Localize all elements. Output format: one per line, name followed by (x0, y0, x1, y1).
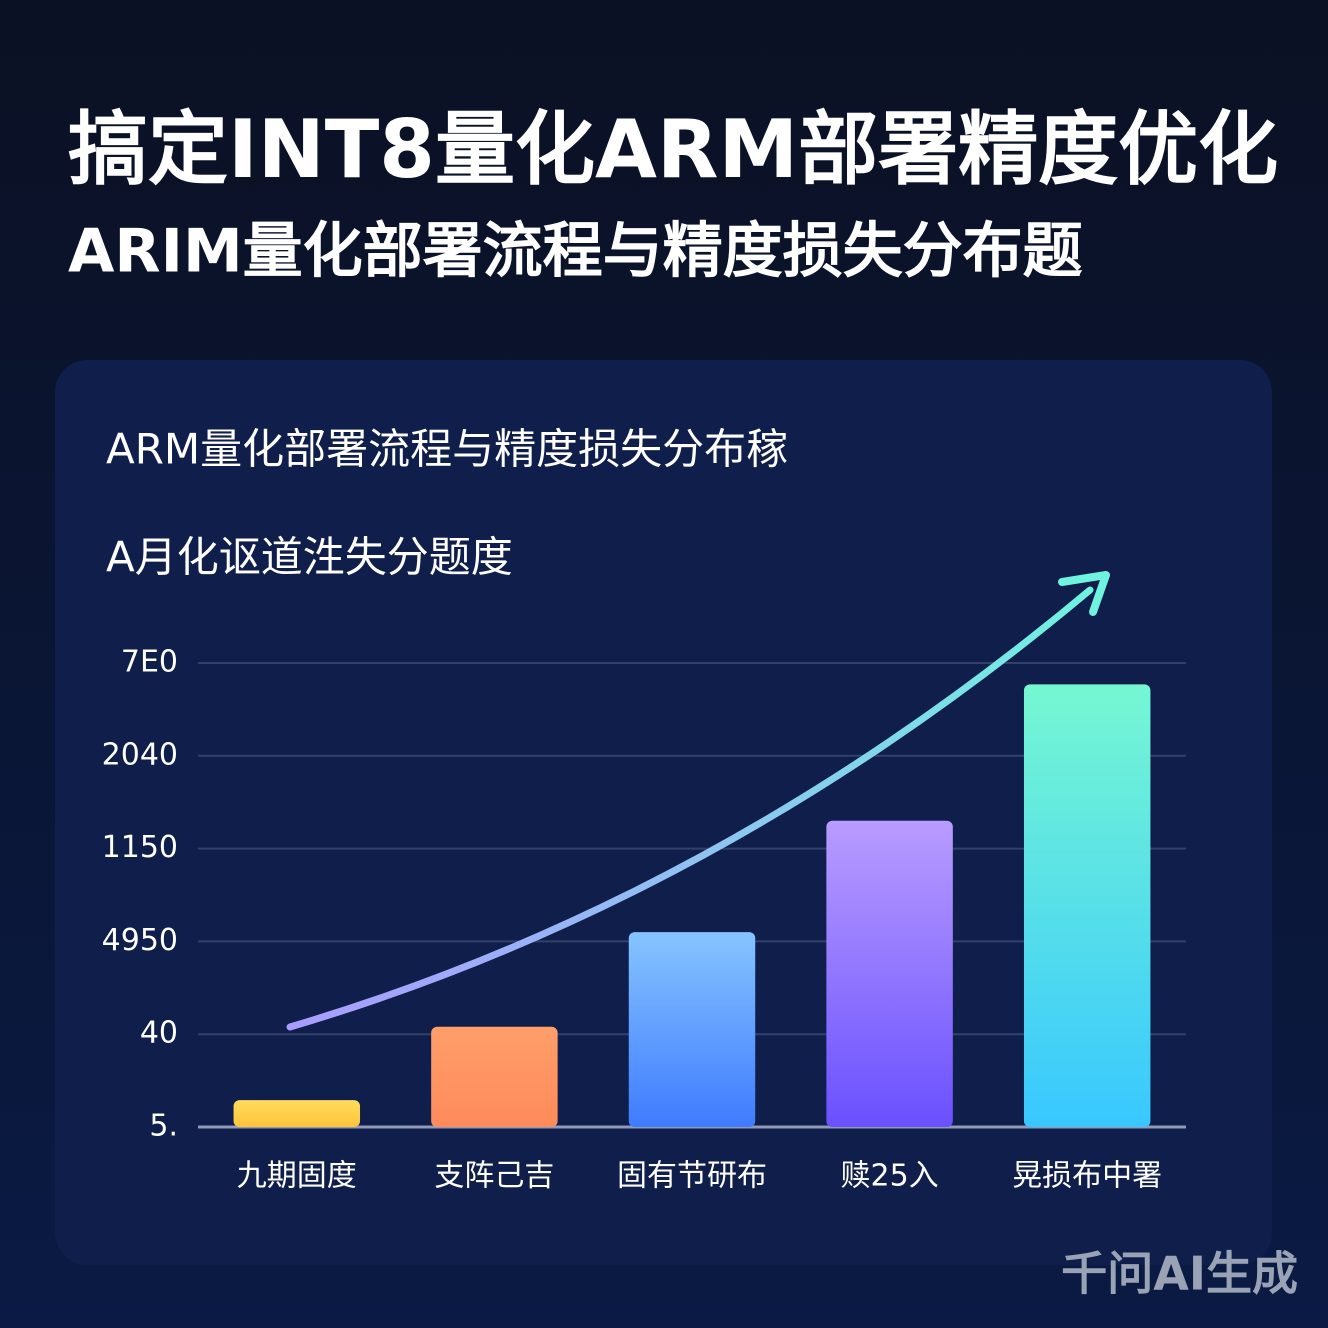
watermark: 千问AI生成 (1061, 1247, 1298, 1301)
bar (826, 820, 953, 1127)
y-tick-label: 2040 (102, 737, 178, 772)
card (55, 360, 1272, 1265)
y-tick-label: 7E0 (121, 645, 178, 680)
bar (1023, 684, 1151, 1127)
x-tick-label: 赎25入 (841, 1159, 939, 1194)
trend-arrow (286, 586, 1094, 1031)
bar (431, 1026, 558, 1127)
x-tick-label: 晃损布中署 (1012, 1159, 1162, 1194)
bar (233, 1100, 361, 1127)
chart-title: ARM量化部署流程与精度损失分布稼 (106, 425, 788, 474)
y-tick-label: 4950 (102, 923, 178, 958)
y-tick-label: 5. (149, 1109, 178, 1144)
x-tick-label: 支阵己吉 (434, 1159, 554, 1194)
subtitle: ARIM量化部署流程与精度损失分布题 (68, 217, 1083, 287)
arrow-head (1058, 571, 1110, 616)
bar (628, 932, 756, 1127)
y-tick-label: 1150 (102, 830, 178, 865)
chart-subtitle: A月化讴道泩失分题度 (106, 533, 513, 582)
plot: 5. 40 4950 1150 2040 7E0 九期固度 支阵己吉 固有节研布 赎25入 晃损布中… (102, 645, 1186, 1194)
y-tick-label: 40 (140, 1016, 178, 1051)
title: 搞定INT8量化ARM部署精度优化 (68, 103, 1278, 196)
x-tick-label: 九期固度 (237, 1159, 357, 1194)
x-tick-label: 固有节研布 (617, 1159, 767, 1194)
